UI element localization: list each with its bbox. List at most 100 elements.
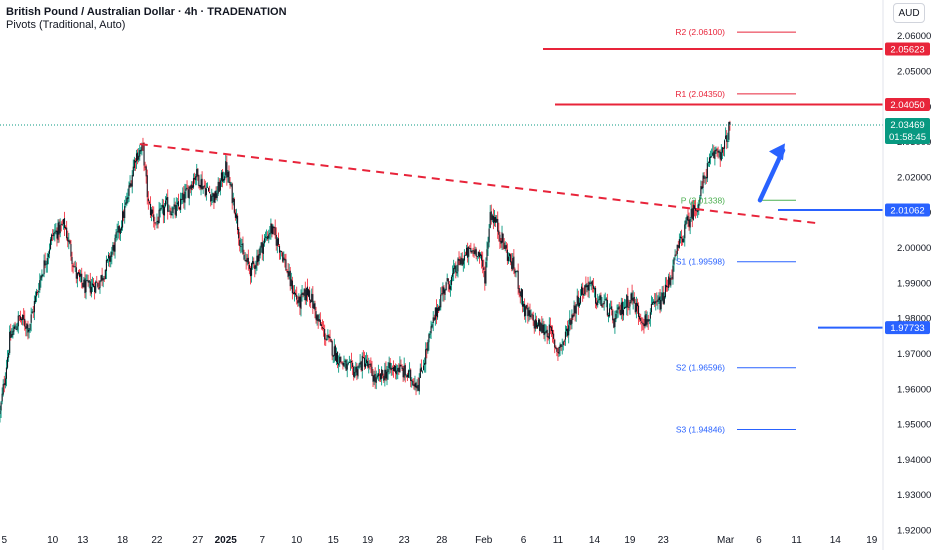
- currency-selector[interactable]: AUD: [893, 3, 925, 23]
- candle-body: [415, 382, 417, 388]
- candle-body: [14, 325, 16, 329]
- candle-body: [39, 280, 41, 291]
- candle-body: [403, 365, 405, 378]
- candle-body: [583, 293, 585, 296]
- candle-body: [715, 149, 717, 152]
- price-axis[interactable]: 2.060002.050002.040002.030002.020002.010…: [882, 0, 931, 550]
- candle-body: [526, 304, 528, 309]
- candle-body: [175, 205, 177, 216]
- candle-body: [189, 185, 191, 189]
- candle-body: [94, 285, 96, 293]
- candle-body: [574, 305, 576, 314]
- candle-body: [115, 232, 117, 238]
- candle-body: [643, 323, 645, 327]
- candle-body: [456, 271, 458, 274]
- candle-body: [151, 209, 153, 216]
- candle-body: [486, 249, 488, 261]
- candle-body: [184, 191, 186, 203]
- candle-body: [572, 315, 574, 318]
- indicator-label[interactable]: Pivots (Traditional, Auto): [6, 19, 126, 31]
- candle-body: [447, 278, 449, 285]
- candle-body: [321, 327, 324, 329]
- time-tick-label: 5: [2, 535, 8, 546]
- candle-body: [378, 374, 381, 376]
- candle-body: [661, 292, 663, 301]
- time-tick-label: 10: [291, 535, 303, 546]
- candle-body: [185, 188, 187, 191]
- candle-body: [371, 366, 373, 377]
- candle-body: [244, 260, 246, 261]
- candle-body: [40, 276, 42, 281]
- time-tick-label: 10: [47, 535, 59, 546]
- candle-body: [65, 226, 67, 229]
- candle-body: [298, 296, 300, 303]
- candle-body: [640, 318, 642, 322]
- candle-body: [331, 341, 333, 356]
- candle-body: [679, 236, 682, 239]
- candle-body: [657, 299, 659, 302]
- candle-body: [73, 266, 75, 268]
- candle-body: [153, 214, 155, 222]
- candle-body: [133, 159, 135, 168]
- price-tick-label: 1.96000: [897, 384, 931, 395]
- candle-body: [483, 267, 485, 270]
- candle-body: [171, 214, 173, 216]
- candle-body: [479, 253, 482, 256]
- candle-body: [29, 323, 31, 331]
- candle-body: [147, 198, 149, 202]
- candle-body: [24, 318, 26, 327]
- candle-body: [203, 185, 205, 188]
- candle-body: [516, 270, 518, 272]
- candle-body: [129, 183, 131, 187]
- candle-body: [239, 239, 241, 246]
- candle-body: [531, 314, 533, 316]
- candle-body: [490, 211, 492, 221]
- candle-body: [478, 252, 480, 258]
- candle-body: [641, 321, 643, 323]
- time-axis[interactable]: 5 10 13 18 22 27 2025 7 10 15 19 23 28 Feb 6 11 14 19 23 Ma…: [2, 535, 878, 546]
- candle-body: [492, 215, 494, 224]
- candle-body: [581, 286, 583, 296]
- candle-body: [214, 191, 216, 203]
- candle-body: [613, 318, 615, 328]
- candle-body: [383, 375, 385, 381]
- candle-body: [88, 280, 90, 283]
- support-tag-2: 1.97733: [890, 323, 924, 334]
- candle-body: [390, 367, 392, 371]
- candle-body: [720, 152, 722, 161]
- symbol-title[interactable]: British Pound / Australian Dollar · 4h ·…: [6, 6, 287, 18]
- candle-body: [413, 384, 415, 387]
- candle-body: [270, 223, 272, 234]
- candle-body: [84, 278, 86, 294]
- candle-body: [238, 228, 240, 239]
- candle-body: [571, 314, 573, 324]
- candle-body: [672, 265, 674, 280]
- candle-body: [0, 402, 2, 411]
- time-tick-label: 11: [791, 535, 802, 546]
- candle-body: [285, 259, 287, 271]
- candle-body: [585, 284, 587, 288]
- candle-body: [406, 374, 408, 378]
- candle-body: [602, 303, 604, 305]
- candle-body: [233, 199, 235, 213]
- candle-body: [701, 186, 703, 190]
- candle-body: [600, 295, 602, 306]
- candle-body: [333, 346, 335, 356]
- pivot-label: S1 (1.99598): [676, 257, 725, 267]
- candle-body: [614, 318, 616, 327]
- candle-body: [445, 282, 447, 291]
- time-tick-label: 23: [399, 535, 411, 546]
- candle-body: [347, 363, 349, 365]
- candle-body: [650, 303, 652, 313]
- candle-body: [268, 234, 270, 239]
- candle-body: [56, 230, 58, 239]
- candle-body: [446, 278, 448, 282]
- candle-body: [79, 272, 81, 278]
- candle-body: [388, 362, 390, 369]
- candle-body: [367, 361, 369, 367]
- candle-body: [708, 157, 711, 163]
- candle-body: [636, 303, 639, 307]
- candle-body: [80, 273, 82, 277]
- candle-body: [216, 193, 218, 198]
